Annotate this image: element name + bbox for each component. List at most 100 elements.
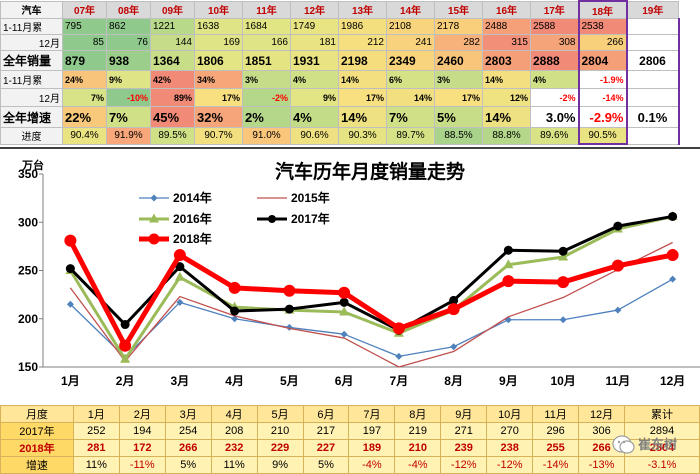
row-label: 12月 [1, 35, 63, 51]
table-cell: 1684 [243, 19, 291, 35]
table-cell: 89% [151, 89, 195, 107]
x-tick-label: 11月 [606, 374, 631, 388]
year-header: 16年 [483, 1, 531, 19]
table-cell: 315 [483, 35, 531, 51]
table-cell: 210 [257, 423, 303, 440]
table-cell: 144 [151, 35, 195, 51]
data-point [395, 353, 402, 360]
legend-marker [151, 195, 158, 202]
table-cell: 938 [107, 51, 151, 71]
x-tick-label: 1月 [61, 374, 80, 388]
data-point [668, 212, 677, 221]
table-cell: 2460 [435, 51, 483, 71]
chart-title: 汽车历年月度销量走势 [275, 160, 465, 183]
y-tick-label: 300 [18, 215, 38, 229]
year-header: 19年 [627, 1, 679, 19]
y-tick-label: 250 [18, 264, 38, 278]
data-point [669, 276, 676, 283]
table-cell: 1638 [195, 19, 243, 35]
x-tick-label: 4月 [225, 374, 244, 388]
table-cell: 296 [533, 423, 579, 440]
legend-label: 2017年 [291, 211, 330, 226]
table-cell: 3% [435, 71, 483, 89]
month-header: 10月 [487, 406, 533, 423]
table-cell: -14% [579, 89, 627, 107]
data-point [338, 287, 350, 299]
table-cell: -4% [349, 457, 395, 474]
table-cell: 270 [487, 423, 533, 440]
wechat-icon [613, 436, 634, 453]
table-cell: -10% [107, 89, 151, 107]
table-cell: 89.5% [151, 128, 195, 145]
table-cell: 166 [243, 35, 291, 51]
table-cell: 1986 [339, 19, 387, 35]
table-cell: 17% [339, 89, 387, 107]
table-cell: 11% [211, 457, 257, 474]
row-label: 1-11月累 [1, 71, 63, 89]
data-point [66, 264, 75, 273]
table-cell: 45% [151, 107, 195, 128]
row-label: 全年销量 [1, 51, 63, 71]
table-cell: 22% [63, 107, 107, 128]
table-cell: 862 [107, 19, 151, 35]
year-header: 12年 [291, 1, 339, 19]
data-point [614, 307, 621, 314]
month-header: 7月 [349, 406, 395, 423]
table-cell: 90.6% [291, 128, 339, 145]
table-cell: 90.7% [195, 128, 243, 145]
row-label: 2018年 [1, 440, 74, 457]
table-cell [627, 89, 679, 107]
table-cell: -4% [395, 457, 441, 474]
table-cell: 24% [63, 71, 107, 89]
year-header: 15年 [435, 1, 483, 19]
table-cell: 42% [151, 71, 195, 89]
table-cell: 189 [349, 440, 395, 457]
data-point [119, 340, 131, 352]
table-cell: 85 [63, 35, 107, 51]
data-point [448, 303, 460, 315]
table-cell: 14% [339, 107, 387, 128]
data-point [504, 246, 513, 255]
table-cell: 241 [387, 35, 435, 51]
x-tick-label: 5月 [280, 374, 299, 388]
table-cell: 14% [387, 89, 435, 107]
table-cell: 4% [291, 107, 339, 128]
year-header: 11年 [243, 1, 291, 19]
x-tick-label: 3月 [171, 374, 190, 388]
table-cell: 2% [243, 107, 291, 128]
month-header: 累计 [625, 406, 700, 423]
table-cell: 7% [107, 107, 151, 128]
table-cell: -13% [579, 457, 625, 474]
table-cell [627, 128, 679, 145]
table-cell: 2803 [483, 51, 531, 71]
table-cell: 0.1% [627, 107, 679, 128]
table-cell: 2588 [531, 19, 579, 35]
x-tick-label: 2月 [116, 374, 135, 388]
table-cell: 232 [211, 440, 257, 457]
table-cell: 14% [339, 71, 387, 89]
legend-marker [268, 215, 276, 223]
data-point [230, 307, 239, 316]
month-header: 4月 [211, 406, 257, 423]
table-cell [627, 71, 679, 89]
data-point [559, 247, 568, 256]
legend-label: 2016年 [173, 211, 212, 226]
data-point [560, 316, 567, 323]
data-point [283, 285, 295, 297]
data-point [64, 235, 76, 247]
table-cell [627, 35, 679, 51]
table-cell: 271 [441, 423, 487, 440]
table-cell: 90.4% [63, 128, 107, 145]
row-label: 2017年 [1, 423, 74, 440]
data-point [174, 249, 186, 261]
data-point [121, 320, 130, 329]
table-cell: 3% [243, 71, 291, 89]
table-cell: 879 [63, 51, 107, 71]
table-cell: 89.7% [387, 128, 435, 145]
table-cell: 6% [387, 71, 435, 89]
data-point [667, 249, 679, 261]
watermark: 崔东树 [612, 432, 698, 456]
year-header: 07年 [63, 1, 107, 19]
